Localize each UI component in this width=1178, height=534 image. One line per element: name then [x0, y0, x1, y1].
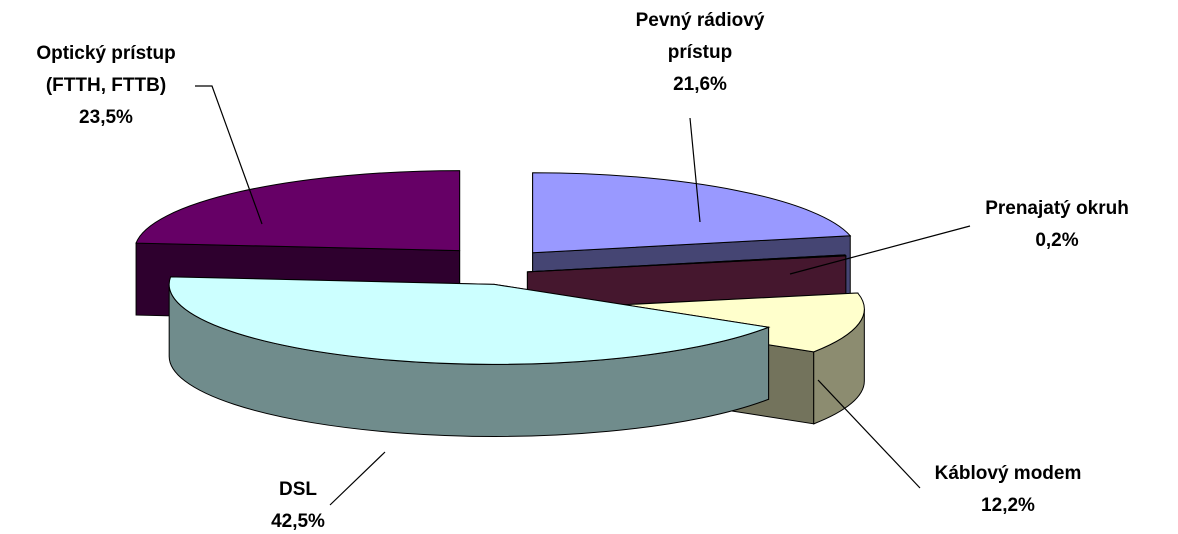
slice-label-line: DSL: [279, 479, 317, 500]
leader-line: [817, 379, 921, 489]
label-opticky-pristup: Optický prístup (FTTH, FTTB) 23,5%: [36, 38, 175, 134]
leader-line: [789, 225, 971, 275]
slice-label-line: prístup: [667, 42, 733, 63]
label-kablovy-modem: Káblový modem 12,2%: [935, 458, 1082, 522]
slice-label-line: (FTTH, FTTB): [45, 75, 167, 96]
slice-label-line: Káblový modem: [934, 463, 1082, 484]
leader-line: [195, 85, 263, 225]
leader-line: [689, 117, 701, 223]
label-pevny-radiovy-pristup: Pevný rádiový prístup 21,6%: [636, 5, 765, 101]
slice-value-label: 21,6%: [673, 74, 727, 95]
slice-label-line: Pevný rádiový: [635, 10, 765, 31]
slice-top-face: [135, 170, 461, 252]
slice-top-face: [527, 254, 847, 273]
slice-value-label: 12,2%: [981, 495, 1035, 516]
slice-top-face: [532, 172, 852, 254]
slice-top-face: [168, 276, 771, 365]
pie-slice: [168, 276, 771, 437]
label-prenajaty-okruh: Prenajatý okruh 0,2%: [985, 193, 1129, 257]
slice-value-label: 23,5%: [79, 107, 133, 128]
leader-line: [329, 451, 386, 506]
label-dsl: DSL 42,5%: [271, 474, 325, 534]
slice-label-line: Prenajatý okruh: [985, 198, 1129, 219]
slice-label-line: Optický prístup: [36, 43, 176, 64]
slice-value-label: 42,5%: [271, 511, 325, 532]
slice-value-label: 0,2%: [1035, 230, 1079, 251]
